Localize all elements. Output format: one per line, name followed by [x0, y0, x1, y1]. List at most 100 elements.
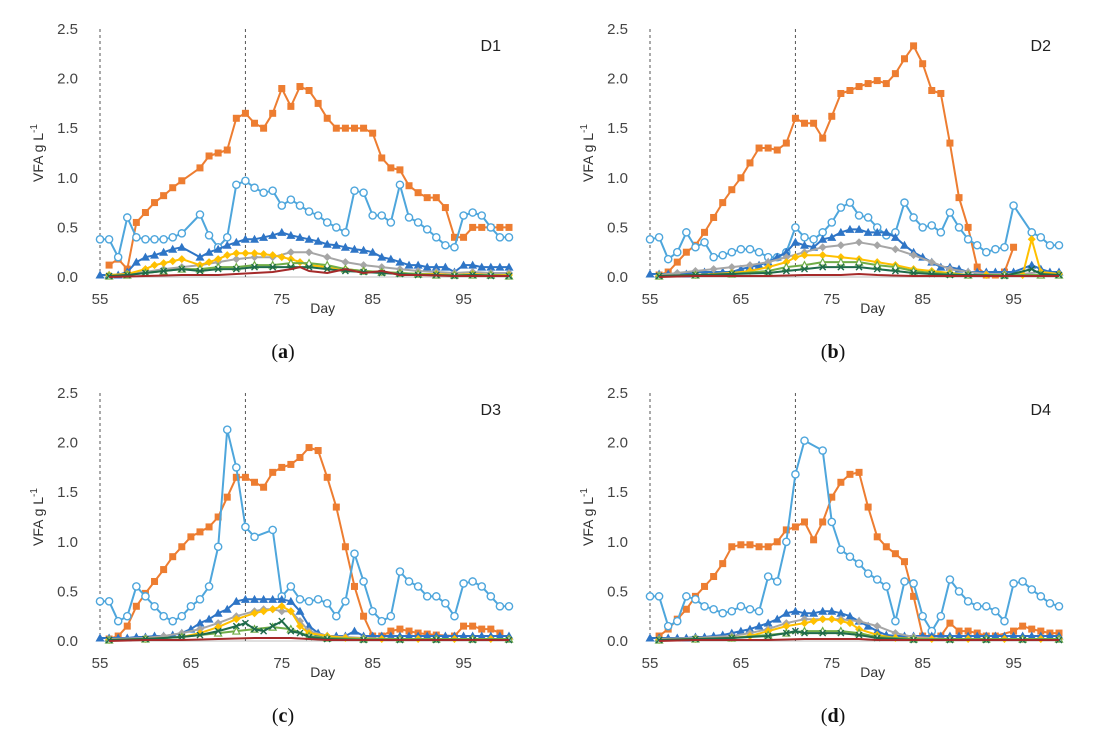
data-point [396, 625, 404, 633]
data-point [909, 579, 918, 588]
data-point [900, 198, 909, 207]
data-point [295, 595, 305, 604]
series-darkred-line [659, 638, 1059, 642]
data-point [160, 192, 168, 200]
data-point [845, 224, 855, 233]
data-point [873, 622, 882, 631]
data-point [818, 257, 828, 266]
data-point [772, 614, 782, 623]
data-point [268, 605, 277, 614]
x-axis-label: Day [310, 664, 335, 680]
data-point [486, 262, 496, 271]
data-point [682, 248, 690, 256]
data-point [763, 618, 773, 627]
data-point [1010, 243, 1018, 251]
data-point [836, 257, 846, 266]
data-point [837, 478, 845, 486]
data-point [701, 582, 709, 590]
data-point [259, 250, 268, 259]
data-point [95, 235, 105, 244]
data-point [1009, 631, 1019, 640]
x-tick-label: 95 [455, 291, 472, 308]
data-point [1027, 631, 1037, 640]
data-point [773, 538, 781, 546]
y-tick-label: 0.5 [607, 219, 628, 236]
x-tick-label: 75 [823, 291, 840, 308]
data-point [213, 244, 223, 253]
data-point [1054, 240, 1064, 250]
data-point [422, 262, 432, 271]
data-point [891, 245, 900, 254]
data-point [223, 251, 232, 260]
data-point [801, 629, 809, 637]
y-axis-label: VFA g L-1 [579, 124, 596, 182]
data-point [846, 470, 854, 478]
data-point [469, 622, 477, 630]
data-point [836, 227, 846, 236]
data-point [368, 211, 377, 220]
data-point [873, 77, 881, 85]
data-point [955, 194, 963, 202]
data-point [286, 596, 296, 605]
data-point [260, 124, 268, 132]
data-point [168, 233, 178, 242]
data-point [855, 617, 864, 626]
data-point [214, 513, 222, 521]
data-point [764, 144, 772, 152]
data-point [801, 518, 809, 526]
data-point [927, 221, 937, 230]
y-tick-label: 2.0 [607, 435, 628, 452]
data-point [322, 218, 332, 227]
data-point [168, 616, 178, 626]
data-point [150, 261, 159, 270]
data-point [663, 254, 673, 264]
data-point [719, 199, 727, 207]
data-point [701, 228, 709, 236]
data-point [232, 463, 241, 472]
data-point [755, 543, 763, 551]
data-point [781, 247, 791, 256]
data-point [269, 263, 277, 271]
data-point [873, 533, 881, 541]
data-point [837, 263, 845, 271]
x-tick-label: 75 [273, 291, 290, 308]
x-tick-label: 85 [914, 655, 931, 672]
data-point [359, 188, 368, 197]
data-point [232, 622, 240, 630]
data-point [863, 569, 873, 578]
data-point [360, 612, 368, 620]
data-point [150, 235, 159, 244]
data-point [368, 247, 378, 256]
data-point [837, 89, 845, 97]
series-line [658, 44, 1015, 276]
data-point [745, 624, 755, 633]
data-point [818, 251, 827, 260]
data-point [177, 229, 187, 238]
data-point [241, 176, 250, 186]
data-point [250, 249, 259, 258]
data-point [791, 223, 800, 232]
data-point [350, 549, 359, 559]
data-point [855, 468, 863, 476]
data-point [196, 267, 204, 275]
data-point [910, 42, 918, 50]
data-point [682, 228, 691, 237]
data-point [854, 257, 864, 266]
y-tick-label: 1.5 [607, 120, 628, 137]
data-point [468, 208, 477, 217]
data-point [882, 582, 891, 591]
y-tick-label: 1.5 [57, 484, 78, 501]
data-point [836, 253, 845, 262]
data-point [459, 579, 468, 588]
data-point [645, 235, 655, 244]
data-point [900, 55, 908, 63]
data-point [1028, 265, 1036, 273]
data-point [322, 599, 332, 608]
data-point [359, 245, 369, 254]
data-point [709, 604, 718, 614]
y-tick-label: 0.0 [607, 633, 628, 650]
data-point [132, 218, 140, 226]
data-point [936, 611, 946, 621]
chart-title: D1 [481, 38, 502, 55]
data-point [104, 597, 114, 606]
